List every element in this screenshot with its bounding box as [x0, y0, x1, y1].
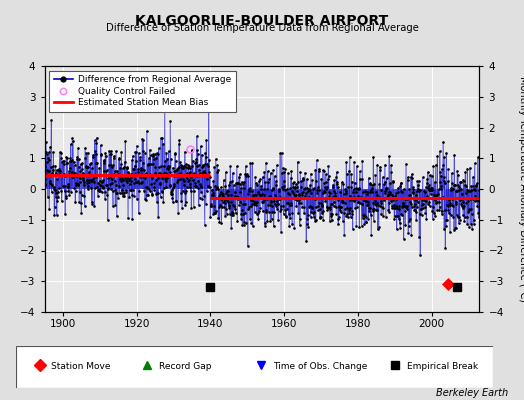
Text: Record Gap: Record Gap: [159, 362, 211, 371]
Text: Empirical Break: Empirical Break: [407, 362, 478, 371]
Legend: Difference from Regional Average, Quality Control Failed, Estimated Station Mean: Difference from Regional Average, Qualit…: [49, 70, 236, 112]
Text: KALGOORLIE-BOULDER AIRPORT: KALGOORLIE-BOULDER AIRPORT: [135, 14, 389, 28]
Text: Difference of Station Temperature Data from Regional Average: Difference of Station Temperature Data f…: [105, 23, 419, 33]
Text: Berkeley Earth: Berkeley Earth: [436, 388, 508, 398]
Y-axis label: Monthly Temperature Anomaly Difference (°C): Monthly Temperature Anomaly Difference (…: [518, 76, 524, 302]
Text: Time of Obs. Change: Time of Obs. Change: [273, 362, 368, 371]
Text: Station Move: Station Move: [51, 362, 111, 371]
